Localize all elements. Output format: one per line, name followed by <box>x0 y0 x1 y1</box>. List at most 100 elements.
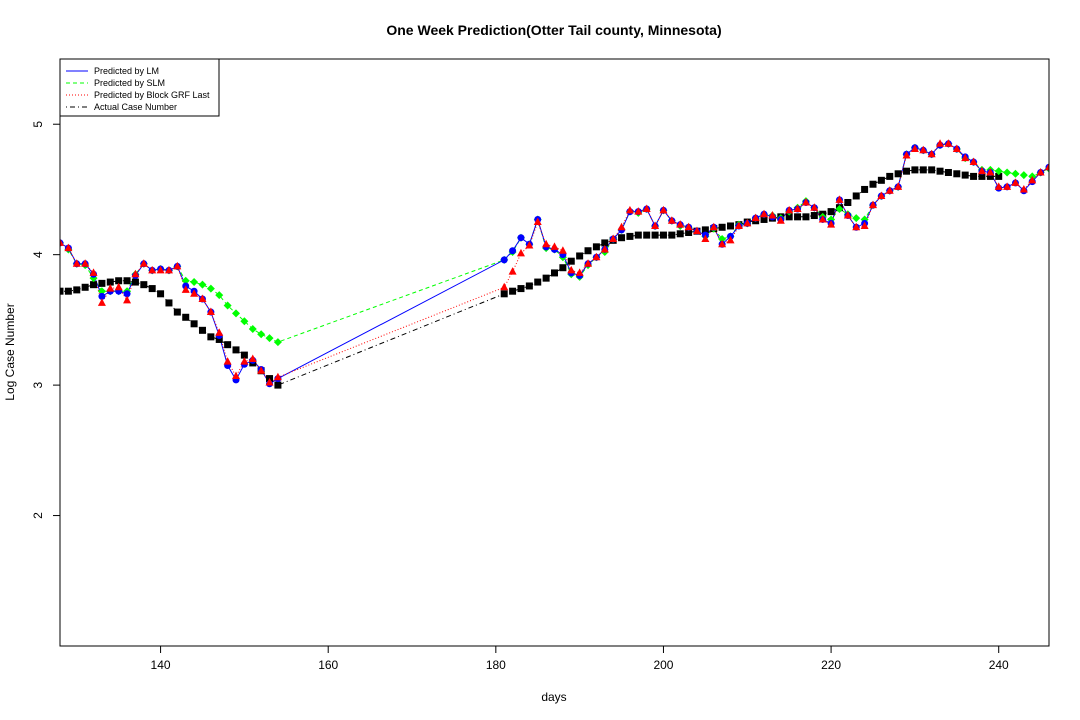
data-point <box>643 231 651 239</box>
data-point <box>64 243 73 252</box>
data-point <box>936 167 944 175</box>
series-layer <box>60 139 1049 389</box>
data-point <box>676 220 685 228</box>
data-point <box>551 269 558 277</box>
data-point <box>634 231 642 239</box>
data-point <box>215 328 224 336</box>
data-point <box>500 256 508 264</box>
data-point <box>1011 178 1020 186</box>
data-point <box>114 282 123 291</box>
data-point <box>801 197 810 206</box>
data-point <box>215 291 224 300</box>
data-point <box>751 213 760 222</box>
data-point <box>818 214 827 223</box>
data-point <box>181 276 190 285</box>
x-tick-label: 200 <box>653 658 673 672</box>
data-point <box>240 357 249 365</box>
data-point <box>584 247 592 255</box>
data-point <box>207 333 215 341</box>
legend-label: Actual Case Number <box>94 102 177 112</box>
data-point <box>768 211 777 219</box>
data-point <box>106 278 114 286</box>
y-tick-label: 2 <box>31 512 45 519</box>
data-point <box>1019 184 1028 193</box>
data-point <box>240 317 249 326</box>
data-point <box>793 204 802 213</box>
data-point <box>534 278 542 286</box>
data-point <box>89 268 98 276</box>
data-point <box>794 213 802 221</box>
y-axis-label: Log Case Number <box>3 303 17 400</box>
data-point <box>727 222 735 230</box>
data-point <box>726 235 735 244</box>
data-point <box>257 366 266 374</box>
data-point <box>827 208 835 216</box>
data-point <box>525 241 534 249</box>
data-point <box>952 144 961 153</box>
data-point <box>651 231 659 239</box>
y-tick-label: 4 <box>31 251 45 258</box>
data-point <box>1011 169 1020 178</box>
data-point <box>685 228 693 236</box>
data-point <box>206 284 215 293</box>
data-point <box>835 195 844 203</box>
data-point <box>919 166 927 174</box>
data-point <box>718 239 727 248</box>
data-point <box>617 222 626 231</box>
data-point <box>73 286 81 294</box>
data-point <box>835 205 844 214</box>
data-point <box>600 244 609 253</box>
data-point <box>81 283 89 291</box>
data-point <box>509 287 517 295</box>
data-point <box>894 182 903 190</box>
data-point <box>978 172 986 180</box>
data-point <box>701 234 710 243</box>
data-point <box>97 287 106 296</box>
data-point <box>274 381 282 389</box>
data-point <box>667 216 676 224</box>
data-point <box>248 325 257 334</box>
data-point <box>986 167 995 176</box>
data-point <box>273 372 282 381</box>
data-point <box>273 338 282 347</box>
data-point <box>140 281 148 289</box>
data-point <box>98 279 106 287</box>
legend-label: Predicted by SLM <box>94 78 165 88</box>
plot-area <box>59 58 1050 647</box>
data-point <box>919 145 928 154</box>
data-point <box>181 285 190 293</box>
data-point <box>257 330 266 339</box>
data-point <box>676 230 684 238</box>
data-point <box>533 217 542 226</box>
data-point <box>190 289 199 297</box>
data-point <box>542 274 550 282</box>
data-point <box>961 153 970 162</box>
data-point <box>852 214 861 223</box>
data-point <box>265 334 274 343</box>
data-point <box>190 278 199 287</box>
data-point <box>886 172 894 180</box>
data-point <box>517 285 525 293</box>
data-point <box>1045 162 1049 171</box>
x-tick-label: 220 <box>821 658 841 672</box>
data-point <box>995 172 1003 180</box>
data-point <box>60 287 64 295</box>
data-point <box>810 212 818 220</box>
data-point <box>517 234 525 242</box>
data-point <box>64 287 72 295</box>
data-point <box>961 171 969 179</box>
data-point <box>827 220 836 228</box>
data-point <box>785 205 794 214</box>
data-point <box>944 168 952 176</box>
data-point <box>642 204 651 213</box>
legend-label: Predicted by LM <box>94 66 159 76</box>
data-point <box>911 166 919 174</box>
data-point <box>625 205 634 214</box>
data-point <box>173 308 181 316</box>
data-point <box>869 180 877 188</box>
data-point <box>953 170 961 178</box>
legend-label: Predicted by Block GRF Last <box>94 90 210 100</box>
data-point <box>148 265 157 274</box>
